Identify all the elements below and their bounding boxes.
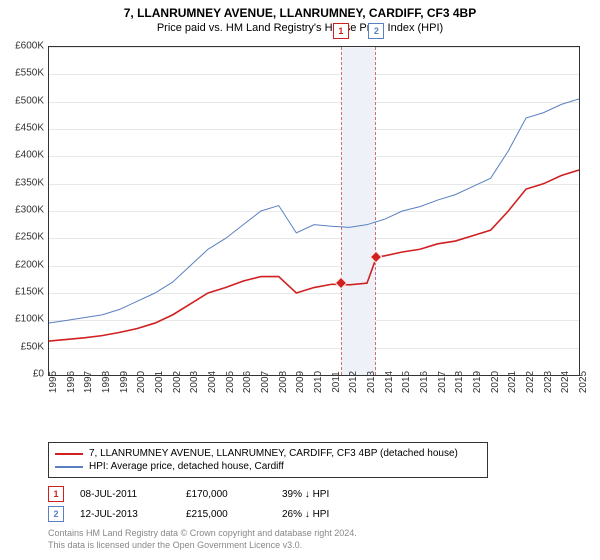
y-axis-label: £500K [15, 95, 44, 106]
legend-item: HPI: Average price, detached house, Card… [55, 460, 481, 473]
x-axis-label: 2006 [242, 371, 253, 393]
legend-label: 7, LLANRUMNEY AVENUE, LLANRUMNEY, CARDIF… [89, 448, 458, 459]
series-line-property [49, 170, 579, 341]
chart-container: 7, LLANRUMNEY AVENUE, LLANRUMNEY, CARDIF… [0, 0, 600, 560]
y-axis-label: £300K [15, 205, 44, 216]
footer-line: Contains HM Land Registry data © Crown c… [48, 528, 357, 540]
sale-pct: 26% ↓ HPI [282, 509, 372, 520]
sale-marker-box: 1 [48, 486, 64, 502]
line-chart-svg [49, 47, 579, 375]
chart-title: 7, LLANRUMNEY AVENUE, LLANRUMNEY, CARDIF… [0, 0, 600, 20]
footer-attribution: Contains HM Land Registry data © Crown c… [48, 528, 357, 551]
x-axis-label: 2003 [189, 371, 200, 393]
x-axis-label: 2001 [154, 371, 165, 393]
x-axis-label: 2025 [578, 371, 589, 393]
y-axis-label: £550K [15, 68, 44, 79]
y-axis-label: £100K [15, 314, 44, 325]
sale-date: 12-JUL-2013 [80, 509, 170, 520]
sale-price: £215,000 [186, 509, 266, 520]
chart-marker-box: 2 [368, 23, 384, 39]
y-axis-label: £350K [15, 177, 44, 188]
x-axis-label: 2021 [507, 371, 518, 393]
x-axis-label: 2016 [419, 371, 430, 393]
x-axis-label: 2013 [366, 371, 377, 393]
legend-swatch [55, 466, 83, 468]
sale-price: £170,000 [186, 489, 266, 500]
x-axis-label: 1996 [66, 371, 77, 393]
x-axis-label: 2005 [225, 371, 236, 393]
x-axis-label: 2019 [472, 371, 483, 393]
sales-table: 1 08-JUL-2011 £170,000 39% ↓ HPI 2 12-JU… [48, 484, 372, 524]
sale-pct: 39% ↓ HPI [282, 489, 372, 500]
x-axis-label: 2023 [543, 371, 554, 393]
sale-row: 2 12-JUL-2013 £215,000 26% ↓ HPI [48, 504, 372, 524]
x-axis-label: 2002 [172, 371, 183, 393]
x-axis-label: 2009 [295, 371, 306, 393]
sale-marker-box: 2 [48, 506, 64, 522]
x-axis-label: 2007 [260, 371, 271, 393]
y-axis-label: £50K [21, 341, 44, 352]
x-axis-label: 1995 [48, 371, 59, 393]
chart-marker-box: 1 [333, 23, 349, 39]
legend-swatch [55, 453, 83, 455]
sale-date: 08-JUL-2011 [80, 489, 170, 500]
series-line-hpi [49, 99, 579, 323]
x-axis-label: 2022 [525, 371, 536, 393]
x-axis-label: 2011 [331, 371, 342, 393]
chart-subtitle: Price paid vs. HM Land Registry's House … [0, 20, 600, 34]
y-axis-label: £250K [15, 232, 44, 243]
chart-area: 12 £0£50K£100K£150K£200K£250K£300K£350K£… [48, 46, 580, 406]
y-axis-label: £600K [15, 41, 44, 52]
y-axis-label: £450K [15, 123, 44, 134]
x-axis-label: 1999 [119, 371, 130, 393]
legend: 7, LLANRUMNEY AVENUE, LLANRUMNEY, CARDIF… [48, 442, 488, 478]
y-axis-label: £200K [15, 259, 44, 270]
x-axis-label: 2014 [384, 371, 395, 393]
x-axis-label: 2008 [278, 371, 289, 393]
x-axis-label: 2024 [560, 371, 571, 393]
x-axis-label: 2017 [437, 371, 448, 393]
footer-line: This data is licensed under the Open Gov… [48, 540, 357, 552]
x-axis-label: 2012 [348, 371, 359, 393]
x-axis-label: 2010 [313, 371, 324, 393]
x-axis-label: 2000 [136, 371, 147, 393]
x-axis-label: 1998 [101, 371, 112, 393]
y-axis-label: £400K [15, 150, 44, 161]
x-axis-label: 1997 [83, 371, 94, 393]
x-axis-label: 2015 [401, 371, 412, 393]
x-axis-label: 2004 [207, 371, 218, 393]
plot-area: 12 [48, 46, 580, 376]
y-axis-label: £150K [15, 287, 44, 298]
legend-item: 7, LLANRUMNEY AVENUE, LLANRUMNEY, CARDIF… [55, 447, 481, 460]
x-axis-label: 2018 [454, 371, 465, 393]
sale-row: 1 08-JUL-2011 £170,000 39% ↓ HPI [48, 484, 372, 504]
y-axis-label: £0 [33, 369, 44, 380]
x-axis-label: 2020 [490, 371, 501, 393]
legend-label: HPI: Average price, detached house, Card… [89, 461, 284, 472]
